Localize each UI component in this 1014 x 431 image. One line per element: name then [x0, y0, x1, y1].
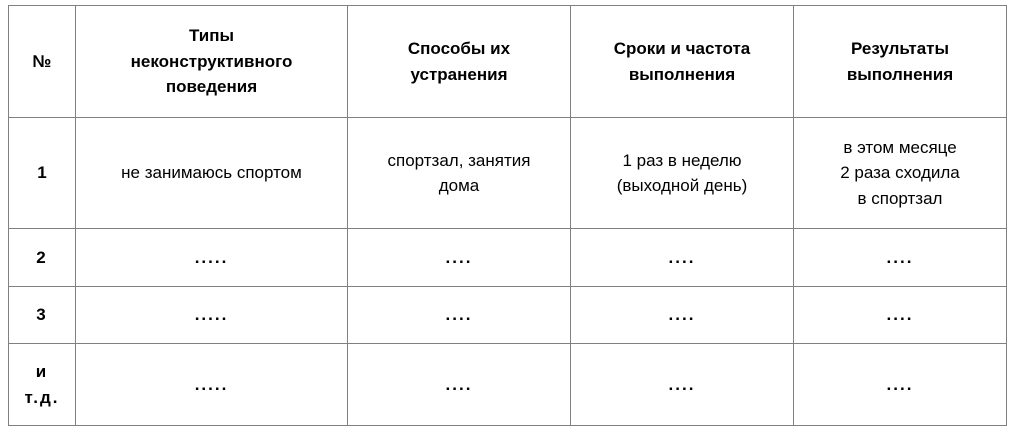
table-row: 2 ..... .... .... ....: [8, 228, 1007, 287]
table-cell-method: ....: [347, 286, 571, 344]
row-number-cell: 1: [8, 117, 76, 229]
row-number-cell: и т.д.: [8, 343, 76, 426]
header-cell-elimination-methods: Способы их устранения: [347, 5, 571, 118]
table-cell-timing: 1 раз в неделю (выходной день): [570, 117, 794, 229]
table-cell-result: ....: [793, 286, 1007, 344]
table-cell-behavior: .....: [75, 343, 348, 426]
table-cell-result: ....: [793, 228, 1007, 287]
table-header-row: № Типы неконструктивного поведения Спосо…: [8, 5, 1007, 118]
table-cell-behavior: .....: [75, 228, 348, 287]
table-cell-result: ....: [793, 343, 1007, 426]
table-cell-result: в этом месяце 2 раза сходила в спортзал: [793, 117, 1007, 229]
table-cell-method: спортзал, занятия дома: [347, 117, 571, 229]
table-row: 1 не занимаюсь спортом спортзал, занятия…: [8, 117, 1007, 229]
behavior-plan-table: № Типы неконструктивного поведения Спосо…: [8, 5, 1007, 426]
row-number-cell: 3: [8, 286, 76, 344]
row-number-cell: 2: [8, 228, 76, 287]
table-cell-timing: ....: [570, 228, 794, 287]
table-cell-method: ....: [347, 228, 571, 287]
table-cell-behavior: .....: [75, 286, 348, 344]
header-cell-behavior-types: Типы неконструктивного поведения: [75, 5, 348, 118]
table-cell-method: ....: [347, 343, 571, 426]
table-cell-timing: ....: [570, 343, 794, 426]
table-cell-timing: ....: [570, 286, 794, 344]
table-row: и т.д. ..... .... .... ....: [8, 343, 1007, 426]
table-cell-behavior: не занимаюсь спортом: [75, 117, 348, 229]
header-cell-number: №: [8, 5, 76, 118]
header-cell-timing-frequency: Сроки и частота выполнения: [570, 5, 794, 118]
table-row: 3 ..... .... .... ....: [8, 286, 1007, 344]
header-cell-results: Результаты выполнения: [793, 5, 1007, 118]
